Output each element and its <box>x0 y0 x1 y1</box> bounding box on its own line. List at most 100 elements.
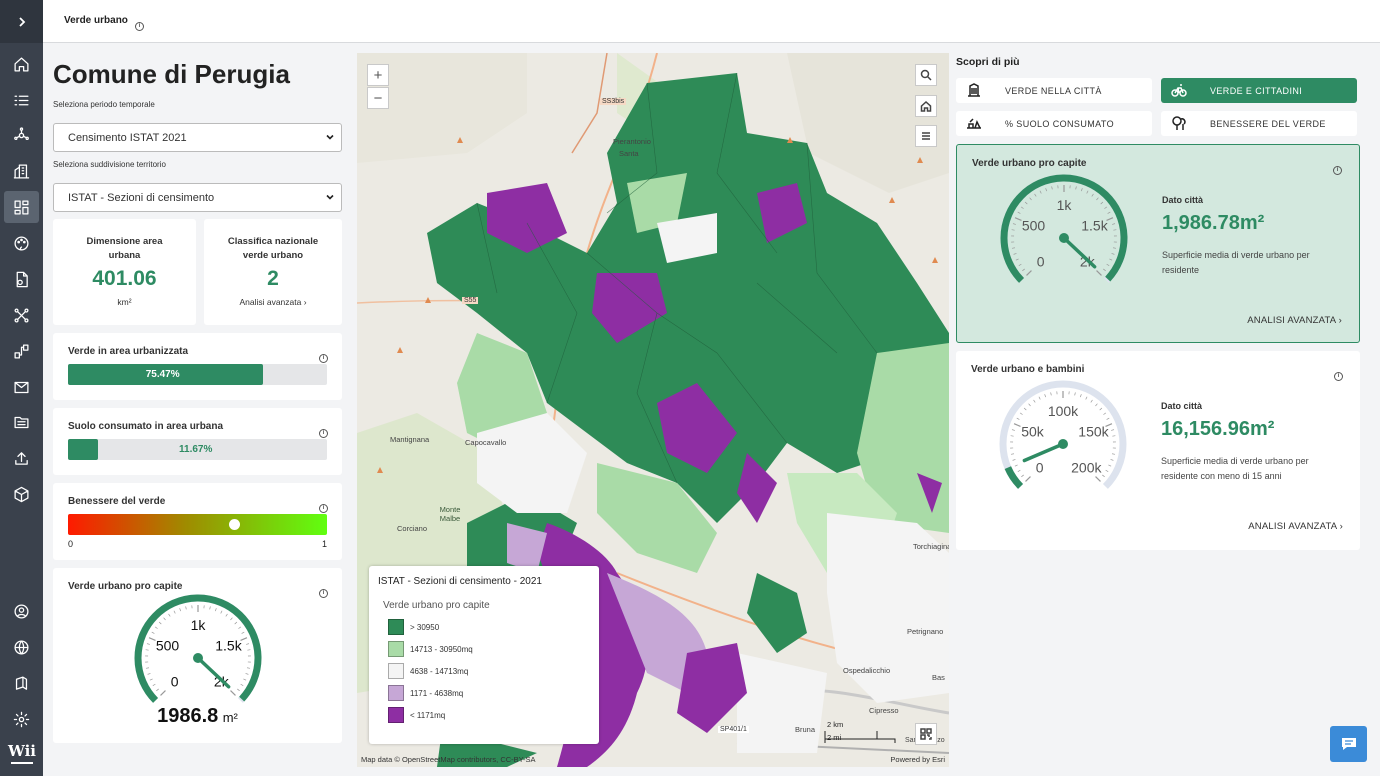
gauge-tick <box>1019 412 1023 415</box>
legend-subtitle: Verde urbano pro capite <box>383 600 490 611</box>
globe-icon[interactable] <box>4 631 39 663</box>
soil-value: 11.67% <box>179 444 213 455</box>
subdivision-select[interactable]: ISTAT - Sezioni di censimento <box>53 183 342 212</box>
wellbeing-title: Benessere del verde <box>68 496 166 507</box>
info-icon[interactable]: i <box>319 421 328 439</box>
period-select[interactable]: Censimento ISTAT 2021 <box>53 123 342 152</box>
map-home-button[interactable] <box>915 95 937 117</box>
scale-km: 2 km <box>827 720 844 729</box>
verde-cittadini-button[interactable]: VERDE E CITTADINI <box>1161 78 1357 103</box>
legend-swatch <box>388 619 404 635</box>
green-urban-bar: 75.47% <box>68 364 327 385</box>
mail-icon[interactable] <box>4 371 39 403</box>
place-label: Santa <box>619 149 639 158</box>
wellbeing-card: Benessere del verde i 0 1 <box>53 483 342 560</box>
zoom-in-button[interactable]: + <box>367 64 389 86</box>
bicycle-icon <box>1171 84 1187 97</box>
kpi-children-card: Verde urbano e bambini i 0 50k 100k 150k 200… <box>956 351 1360 550</box>
connections-icon[interactable] <box>4 299 39 331</box>
kpi-children-title: Verde urbano e bambini <box>971 364 1085 375</box>
green-urban-bar-fill <box>68 364 264 385</box>
home-icon[interactable] <box>4 48 39 80</box>
gauge-tick <box>1110 459 1114 461</box>
city-data-description: Superficie media di verde urbano per res… <box>1161 456 1309 481</box>
gauge-track <box>999 380 1127 489</box>
gauge-needle <box>196 656 231 689</box>
gauge-tick <box>1026 270 1032 276</box>
gauge-tick <box>230 617 233 621</box>
road-label: SS3bis <box>600 98 627 105</box>
folder-icon[interactable] <box>4 406 39 438</box>
info-icon[interactable]: i <box>1333 158 1342 176</box>
gauge-tick <box>1024 201 1028 205</box>
powered-by: Powered by Esri <box>890 755 945 764</box>
search-icon <box>920 69 932 81</box>
gauge-tick <box>1022 268 1025 272</box>
gauge-tick <box>1104 206 1108 209</box>
verde-citta-button[interactable]: VERDE NELLA CITTÀ <box>956 78 1152 103</box>
document-icon[interactable] <box>4 263 39 295</box>
suolo-consumato-button[interactable]: % SUOLO CONSUMATO <box>956 111 1152 136</box>
upload-icon[interactable] <box>4 442 39 474</box>
place-label: Petrignano <box>907 627 944 636</box>
zoom-out-button[interactable]: − <box>367 87 389 109</box>
cube-icon[interactable] <box>4 478 39 510</box>
gauge-tick <box>1050 392 1052 396</box>
chevron-right-icon <box>18 16 25 27</box>
choropleth-map[interactable]: Pierantonio Santa SS3bis Mantignana Capo… <box>357 53 949 767</box>
map-search-button[interactable] <box>915 64 937 86</box>
urban-area-title: Dimensione area urbana <box>86 236 163 261</box>
gauge-fill <box>134 594 262 703</box>
info-icon[interactable]: i <box>319 581 328 599</box>
user-icon[interactable] <box>4 595 39 627</box>
home-icon <box>920 100 932 112</box>
gauge-tick <box>1106 417 1110 420</box>
advanced-analysis-link[interactable]: ANALISI AVANZATA › <box>1248 521 1343 532</box>
percapita-title: Verde urbano pro capite <box>68 581 183 592</box>
gauge-tick <box>1099 407 1103 411</box>
scale-mi: 2 mi <box>827 733 842 742</box>
gauge-tick <box>1051 186 1053 190</box>
gauge-tick-label: 500 <box>156 637 180 653</box>
gauge-tick <box>1111 429 1115 431</box>
gauge-tick <box>1096 270 1102 276</box>
gauge-tick <box>1021 474 1024 478</box>
gauge-tick <box>246 643 250 645</box>
soil-bar-fill <box>68 439 99 460</box>
gauge-tick <box>168 613 171 617</box>
list-icon[interactable] <box>4 84 39 116</box>
gauge-hub <box>193 653 203 663</box>
advanced-analysis-link[interactable]: Analisi avanzata › <box>239 297 307 307</box>
map-attribution: Map data © OpenStreetMap contributors, C… <box>361 755 536 764</box>
road-label: S55 <box>462 297 479 304</box>
benessere-verde-button[interactable]: BENESSERE DEL VERDE <box>1161 111 1357 136</box>
info-icon[interactable]: i <box>135 14 144 32</box>
network-icon[interactable] <box>4 119 39 151</box>
gauge-tick <box>1080 188 1083 192</box>
gauge-tick <box>1106 217 1114 221</box>
chat-button[interactable] <box>1330 726 1367 762</box>
buildings-icon[interactable] <box>4 155 39 187</box>
gauge-tick <box>148 637 156 641</box>
share-icon[interactable] <box>4 335 39 367</box>
palette-icon[interactable] <box>4 227 39 259</box>
info-icon[interactable]: i <box>1334 364 1343 382</box>
map-layers-button[interactable] <box>915 125 937 147</box>
percapita-value: 1986.8 m² <box>157 705 238 727</box>
advanced-analysis-link[interactable]: ANALISI AVANZATA › <box>1247 315 1342 326</box>
map-qr-button[interactable] <box>915 723 937 745</box>
gauge-tick <box>1014 217 1022 221</box>
gauge-tick <box>146 643 150 645</box>
settings-icon[interactable] <box>4 703 39 735</box>
info-icon[interactable]: i <box>319 346 328 364</box>
info-icon[interactable]: i <box>319 496 328 514</box>
place-label: Mantignana <box>390 435 430 444</box>
gauge-tick <box>1020 206 1024 209</box>
dashboard-icon[interactable] <box>4 191 39 223</box>
gauge-tick-label: 100k <box>1048 403 1079 419</box>
kpi-percapita-title: Verde urbano pro capite <box>972 158 1087 169</box>
gauge-tick <box>1075 186 1077 190</box>
book-icon[interactable] <box>4 667 39 699</box>
expand-sidebar-button[interactable] <box>0 0 43 43</box>
